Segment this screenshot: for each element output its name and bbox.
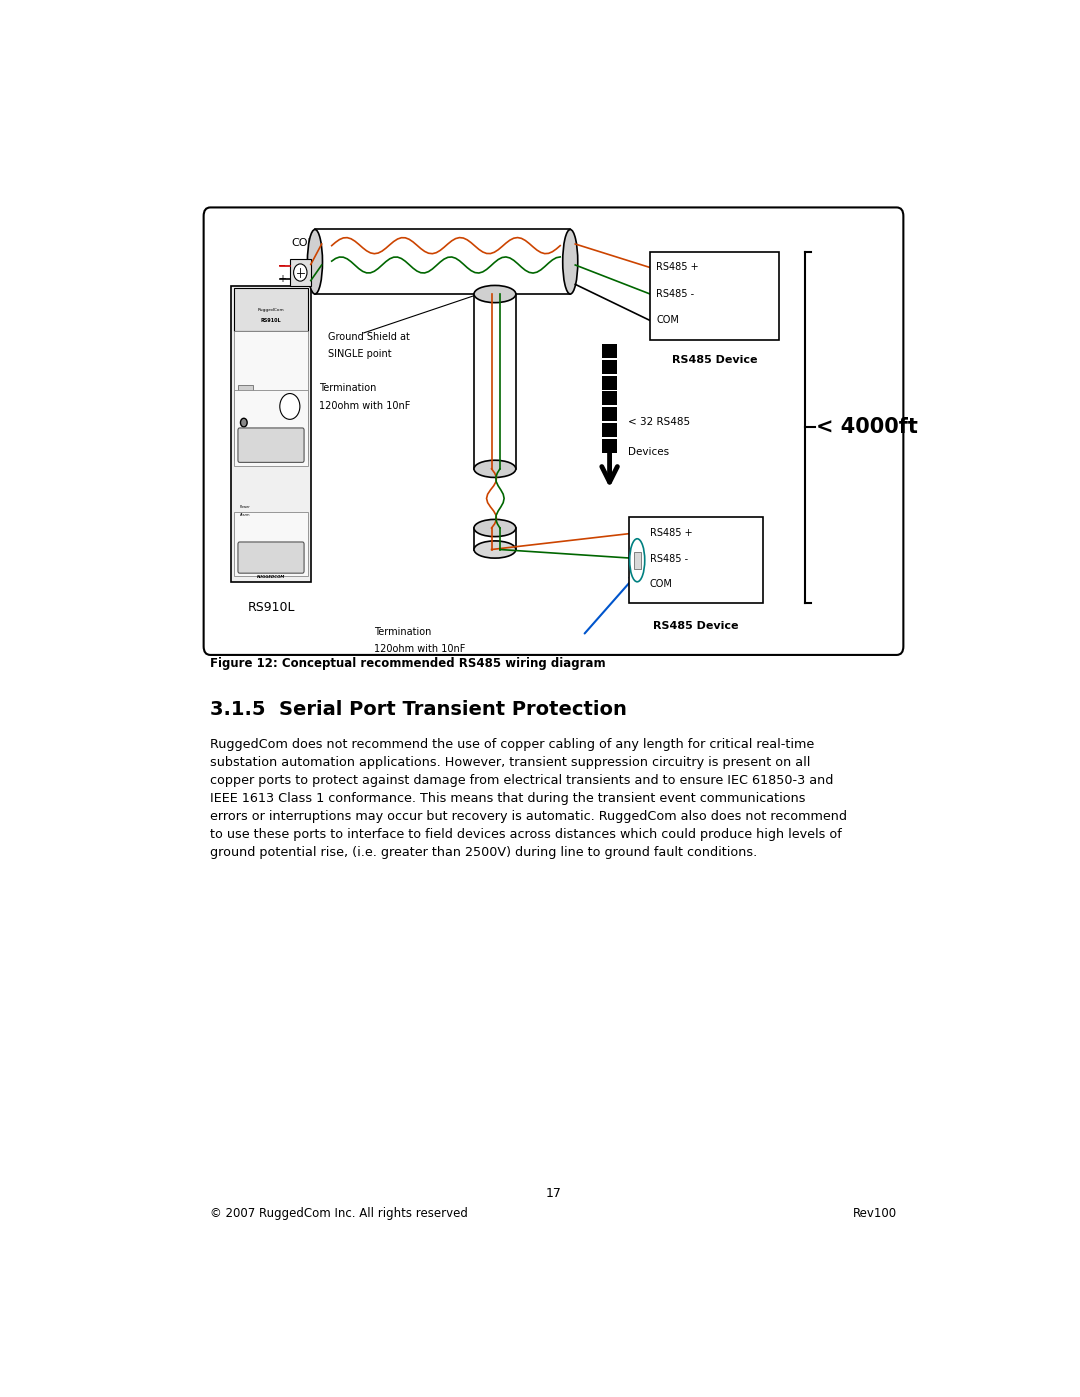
Ellipse shape (474, 460, 516, 478)
Bar (474, 528, 516, 549)
Bar (231, 286, 311, 581)
Bar (233, 331, 308, 460)
Text: −: − (278, 261, 285, 271)
Text: RS910L: RS910L (260, 319, 281, 323)
FancyBboxPatch shape (238, 427, 305, 462)
Text: Termination: Termination (374, 627, 431, 637)
Text: RuggedCom: RuggedCom (258, 307, 284, 312)
Text: < 32 RS485: < 32 RS485 (627, 416, 690, 426)
Text: Devices: Devices (627, 447, 670, 457)
Bar (602, 391, 617, 405)
Text: RS485 -: RS485 - (650, 553, 688, 563)
Text: COM: COM (657, 316, 679, 326)
Bar (634, 552, 640, 569)
FancyBboxPatch shape (204, 207, 903, 655)
Circle shape (280, 394, 300, 419)
Bar (238, 422, 253, 444)
Ellipse shape (630, 539, 645, 581)
Ellipse shape (474, 285, 516, 303)
Bar (289, 258, 311, 286)
Text: 120ohm with 10nF: 120ohm with 10nF (320, 401, 410, 411)
Ellipse shape (474, 541, 516, 559)
Text: Figure 12: Conceptual recommended RS485 wiring diagram: Figure 12: Conceptual recommended RS485 … (211, 657, 606, 671)
Text: < 4000ft: < 4000ft (816, 418, 918, 437)
Bar (650, 251, 780, 339)
Bar (629, 517, 762, 604)
Text: RS485 Device: RS485 Device (672, 355, 757, 365)
Text: Power: Power (240, 504, 251, 509)
Text: RS485 Device: RS485 Device (653, 620, 739, 630)
Text: © 2007 RuggedCom Inc. All rights reserved: © 2007 RuggedCom Inc. All rights reserve… (211, 1207, 469, 1220)
Ellipse shape (563, 229, 578, 293)
Text: 120ohm with 10nF: 120ohm with 10nF (374, 644, 464, 654)
Bar (602, 360, 617, 374)
Text: RuggedCom does not recommend the use of copper cabling of any length for critica: RuggedCom does not recommend the use of … (211, 738, 848, 859)
Text: Ground Shield at: Ground Shield at (327, 331, 409, 342)
Bar (602, 376, 617, 390)
Bar (474, 293, 516, 469)
Text: Termination: Termination (320, 383, 377, 394)
Bar (238, 386, 253, 407)
Text: RS910L: RS910L (247, 601, 295, 615)
Ellipse shape (474, 520, 516, 536)
Bar (602, 423, 617, 437)
Bar (233, 511, 308, 577)
Text: Alarm: Alarm (240, 513, 251, 517)
Text: Rev100: Rev100 (852, 1207, 896, 1220)
Text: RS485 -: RS485 - (657, 289, 694, 299)
Text: COM: COM (292, 239, 318, 249)
Bar (233, 390, 308, 465)
Text: 17: 17 (545, 1187, 562, 1200)
Text: 3.1.5  Serial Port Transient Protection: 3.1.5 Serial Port Transient Protection (211, 700, 627, 719)
Bar (233, 288, 308, 331)
Circle shape (294, 264, 307, 281)
Text: SINGLE point: SINGLE point (327, 349, 391, 359)
Text: +: + (278, 274, 285, 284)
Bar (602, 439, 617, 453)
Text: RS485 +: RS485 + (657, 263, 699, 272)
Text: COM: COM (650, 580, 673, 590)
Text: RS485 +: RS485 + (650, 528, 692, 538)
Ellipse shape (308, 229, 323, 293)
Bar (602, 407, 617, 420)
Circle shape (241, 434, 247, 443)
Bar (315, 229, 570, 293)
Bar (602, 344, 617, 358)
Text: RUGGEDCOM: RUGGEDCOM (257, 574, 285, 578)
FancyBboxPatch shape (238, 542, 305, 573)
Circle shape (241, 418, 247, 427)
